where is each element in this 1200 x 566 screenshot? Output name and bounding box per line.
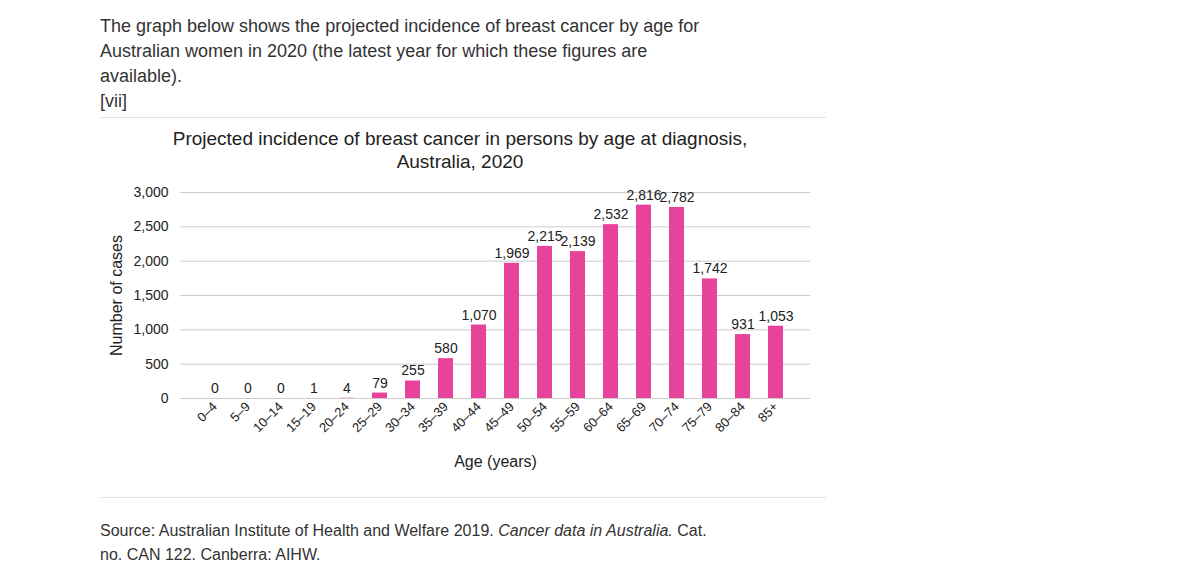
svg-text:3,000: 3,000: [133, 184, 168, 200]
svg-text:15–19: 15–19: [283, 399, 319, 435]
svg-text:2,500: 2,500: [133, 218, 168, 234]
svg-text:79: 79: [372, 375, 388, 391]
svg-text:580: 580: [434, 340, 458, 356]
svg-text:80–84: 80–84: [712, 399, 748, 435]
svg-text:2,816: 2,816: [626, 187, 661, 203]
svg-text:65–69: 65–69: [613, 399, 649, 435]
svg-text:1,500: 1,500: [133, 287, 168, 303]
svg-text:40–44: 40–44: [448, 399, 484, 435]
svg-text:55–59: 55–59: [547, 399, 583, 435]
svg-text:4: 4: [343, 380, 351, 396]
svg-text:1,969: 1,969: [494, 245, 529, 261]
svg-text:20–24: 20–24: [316, 399, 352, 435]
svg-text:2,000: 2,000: [133, 253, 168, 269]
svg-text:Age (years): Age (years): [454, 453, 537, 470]
svg-text:0–4: 0–4: [194, 399, 220, 425]
svg-text:0: 0: [161, 390, 169, 406]
svg-text:0: 0: [277, 380, 285, 396]
svg-text:2,782: 2,782: [659, 189, 694, 205]
svg-text:75–79: 75–79: [679, 399, 715, 435]
svg-text:0: 0: [211, 380, 219, 396]
svg-text:10–14: 10–14: [250, 399, 286, 435]
svg-text:5–9: 5–9: [227, 399, 253, 425]
html-text:The graph below shows the proj: The graph below shows the projected inci…: [100, 16, 700, 86]
svg-text:500: 500: [145, 356, 169, 372]
svg-text:2,215: 2,215: [527, 228, 562, 244]
svg-text:35–39: 35–39: [415, 399, 451, 435]
svg-text:30–34: 30–34: [382, 399, 418, 435]
svg-text:60–64: 60–64: [580, 399, 616, 435]
svg-text:70–74: 70–74: [646, 399, 682, 435]
svg-text:2,139: 2,139: [560, 233, 595, 249]
svg-text:1,070: 1,070: [461, 307, 496, 323]
html-text:Projected incidence of breast: Projected incidence of breast cancer in …: [172, 128, 748, 172]
svg-text:1: 1: [310, 380, 318, 396]
svg-text:931: 931: [731, 316, 755, 332]
html-text:[vii]: [vii]: [100, 91, 127, 111]
svg-text:0: 0: [244, 380, 252, 396]
html-text:Source: Australian Institute o: Source: Australian Institute of Health a…: [100, 522, 707, 563]
svg-text:1,742: 1,742: [692, 260, 727, 276]
svg-text:1,000: 1,000: [133, 321, 168, 337]
svg-text:1,053: 1,053: [758, 308, 793, 324]
svg-text:85+: 85+: [755, 399, 781, 425]
svg-text:25–29: 25–29: [349, 399, 385, 435]
svg-text:255: 255: [401, 362, 425, 378]
svg-text:2,532: 2,532: [593, 206, 628, 222]
svg-text:45–49: 45–49: [481, 399, 517, 435]
svg-text:Number of cases: Number of cases: [108, 235, 125, 356]
svg-text:50–54: 50–54: [514, 399, 550, 435]
